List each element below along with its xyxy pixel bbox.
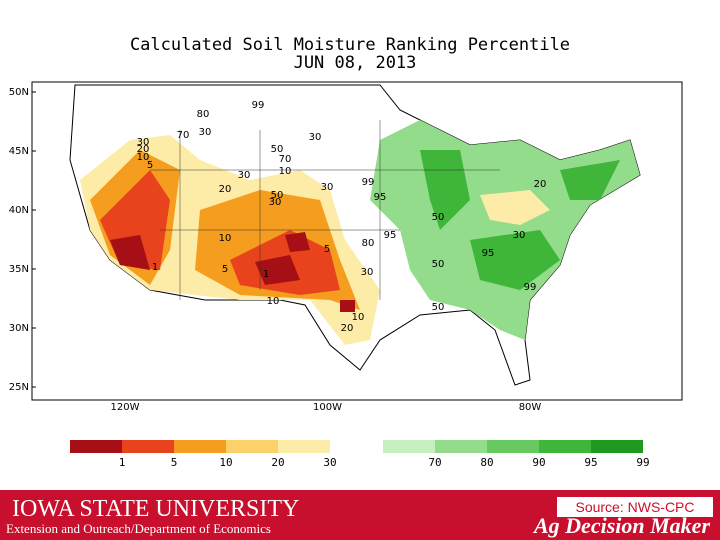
contour-label: 50 bbox=[432, 302, 445, 313]
university: IOWA STATE UNIVERSITY bbox=[12, 496, 299, 522]
contour-label: 20 bbox=[341, 323, 354, 334]
legend-label: 99 bbox=[636, 456, 649, 469]
legend-label: 10 bbox=[219, 456, 232, 469]
contour-label: 70 bbox=[279, 154, 292, 165]
legend-swatch bbox=[591, 440, 643, 453]
legend-swatch bbox=[122, 440, 174, 453]
contour-label: 50 bbox=[271, 190, 284, 201]
legend-label: 70 bbox=[428, 456, 441, 469]
lat-label: 35N bbox=[9, 264, 29, 275]
source: Source: NWS-CPC bbox=[575, 499, 694, 515]
legend-label: 95 bbox=[584, 456, 597, 469]
contour-label: 30 bbox=[361, 267, 374, 278]
contour-label: 5 bbox=[147, 160, 153, 171]
contour-label: 30 bbox=[137, 137, 150, 148]
contour-label: 1 bbox=[263, 269, 269, 280]
legend-label: 5 bbox=[171, 456, 178, 469]
legend-swatch bbox=[226, 440, 278, 453]
legend-swatch bbox=[539, 440, 591, 453]
contour-label: 10 bbox=[219, 233, 232, 244]
map bbox=[69, 84, 641, 386]
legend-label: 30 bbox=[323, 456, 336, 469]
legend-swatch bbox=[487, 440, 539, 453]
contour-label: 30 bbox=[238, 170, 251, 181]
contour-label: 20 bbox=[137, 144, 150, 155]
contour-label: 80 bbox=[362, 238, 375, 249]
legend-label: 1 bbox=[119, 456, 126, 469]
source-box bbox=[557, 497, 713, 517]
contour-label: 20 bbox=[534, 179, 547, 190]
legend-swatch bbox=[435, 440, 487, 453]
contour-label: 5 bbox=[222, 264, 228, 275]
contour-label: 95 bbox=[482, 248, 495, 259]
contour-label: 30 bbox=[309, 132, 322, 143]
contour-label: 95 bbox=[384, 230, 397, 241]
contour-label: 50 bbox=[432, 259, 445, 270]
department: Extension and Outreach/Department of Eco… bbox=[6, 521, 271, 536]
contour-label: 10 bbox=[137, 152, 150, 163]
contour-label: 10 bbox=[267, 296, 280, 307]
contour-label: 99 bbox=[252, 100, 265, 111]
contour-label: 10 bbox=[279, 166, 292, 177]
contour-label: 20 bbox=[219, 184, 232, 195]
contour-label: 30 bbox=[269, 197, 282, 208]
contour-label: 30 bbox=[321, 182, 334, 193]
contour-label: 80 bbox=[197, 109, 210, 120]
contour-label: 99 bbox=[524, 282, 537, 293]
legend-label: 20 bbox=[271, 456, 284, 469]
lat-label: 25N bbox=[9, 382, 29, 393]
legend-label: 80 bbox=[480, 456, 493, 469]
legend-swatch bbox=[278, 440, 330, 453]
lon-label: 80W bbox=[519, 402, 542, 413]
lon-label: 100W bbox=[313, 402, 342, 413]
contour-label: 5 bbox=[324, 244, 330, 255]
legend-swatch bbox=[70, 440, 122, 453]
contour-label: 50 bbox=[432, 212, 445, 223]
brand: Ag Decision Maker bbox=[532, 513, 710, 538]
lon-label: 120W bbox=[111, 402, 140, 413]
contour-label: 50 bbox=[271, 144, 284, 155]
contour-label: 70 bbox=[177, 130, 190, 141]
lat-label: 30N bbox=[9, 323, 29, 334]
legend-label: 90 bbox=[532, 456, 545, 469]
contour-label: 30 bbox=[513, 230, 526, 241]
legend-swatch bbox=[383, 440, 435, 453]
title: Calculated Soil Moisture Ranking Percent… bbox=[130, 35, 570, 55]
lat-label: 45N bbox=[9, 146, 29, 157]
contour-label: 95 bbox=[374, 192, 387, 203]
date: JUN 08, 2013 bbox=[294, 53, 417, 73]
lat-label: 40N bbox=[9, 205, 29, 216]
contour-label: 1 bbox=[152, 262, 158, 273]
legend-swatch bbox=[174, 440, 226, 453]
contour-label: 10 bbox=[352, 312, 365, 323]
lat-label: 50N bbox=[9, 87, 29, 98]
contour-label: 30 bbox=[199, 127, 212, 138]
contour-label: 99 bbox=[362, 177, 375, 188]
